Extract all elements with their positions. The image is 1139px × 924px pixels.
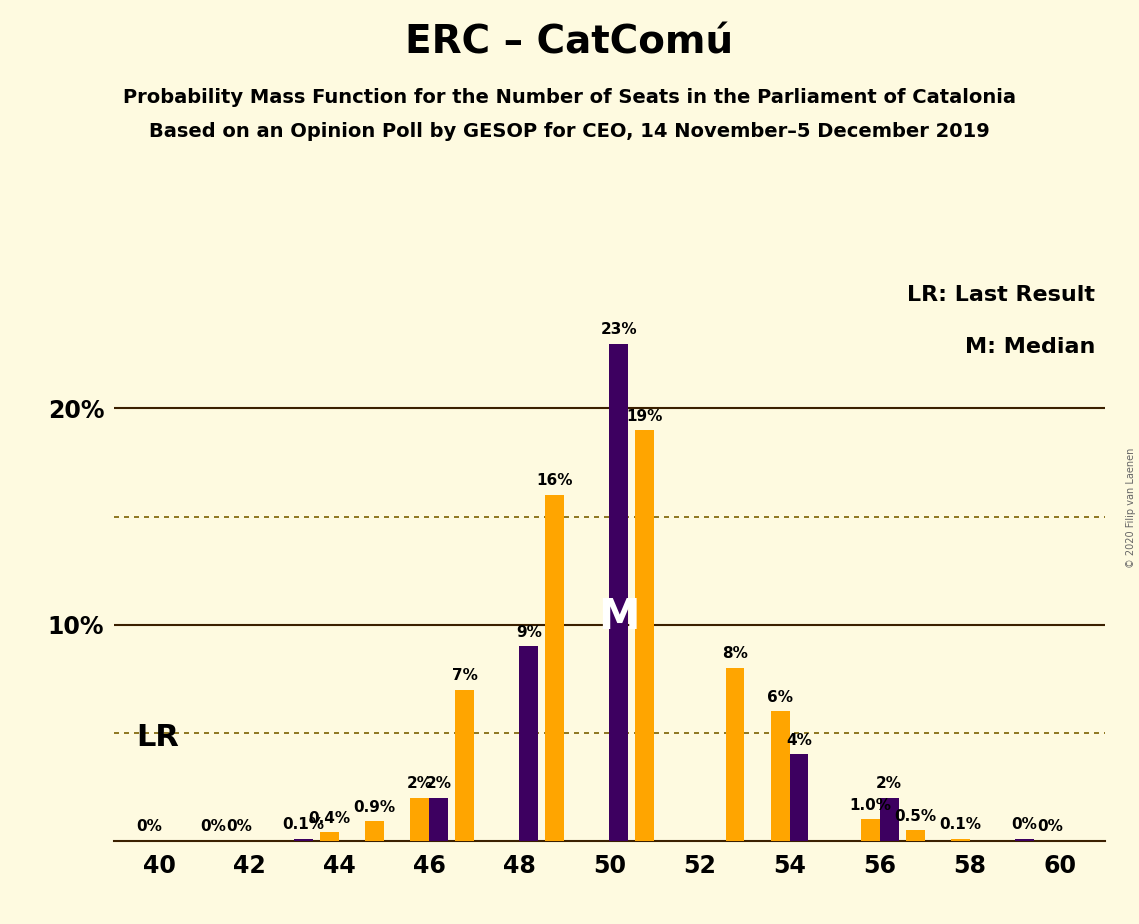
Text: 0%: 0%	[1011, 817, 1038, 833]
Text: 0.9%: 0.9%	[353, 800, 395, 815]
Text: Probability Mass Function for the Number of Seats in the Parliament of Catalonia: Probability Mass Function for the Number…	[123, 88, 1016, 107]
Text: 0%: 0%	[1038, 820, 1064, 834]
Text: 16%: 16%	[536, 473, 573, 489]
Bar	[429, 797, 448, 841]
Text: 8%: 8%	[722, 647, 748, 662]
Text: 0.4%: 0.4%	[309, 810, 351, 826]
Bar	[879, 797, 899, 841]
Text: 19%: 19%	[626, 408, 663, 423]
Text: 7%: 7%	[452, 668, 477, 683]
Bar	[726, 668, 745, 841]
Bar	[410, 797, 429, 841]
Text: 0.1%: 0.1%	[282, 817, 325, 833]
Bar	[906, 830, 925, 841]
Bar	[294, 839, 313, 841]
Text: 6%: 6%	[767, 689, 793, 705]
Text: 9%: 9%	[516, 625, 542, 639]
Text: M: Median: M: Median	[965, 336, 1095, 357]
Bar	[789, 754, 809, 841]
Text: 0%: 0%	[227, 820, 253, 834]
Text: M: M	[598, 596, 640, 638]
Bar	[320, 833, 339, 841]
Text: LR: Last Result: LR: Last Result	[907, 286, 1095, 305]
Bar	[456, 689, 474, 841]
Text: ERC – CatComú: ERC – CatComú	[405, 23, 734, 61]
Bar	[1015, 839, 1034, 841]
Text: 0.5%: 0.5%	[894, 808, 936, 823]
Bar	[546, 495, 564, 841]
Text: Based on an Opinion Poll by GESOP for CEO, 14 November–5 December 2019: Based on an Opinion Poll by GESOP for CE…	[149, 122, 990, 141]
Bar	[609, 344, 629, 841]
Text: 2%: 2%	[407, 776, 433, 791]
Text: LR: LR	[137, 723, 179, 751]
Text: 0.1%: 0.1%	[940, 817, 981, 833]
Bar	[636, 430, 655, 841]
Text: 23%: 23%	[600, 322, 637, 337]
Text: 2%: 2%	[876, 776, 902, 791]
Bar	[861, 820, 879, 841]
Text: 1.0%: 1.0%	[850, 797, 891, 813]
Text: 0%: 0%	[137, 820, 163, 834]
Bar	[771, 711, 789, 841]
Text: 4%: 4%	[786, 733, 812, 748]
Text: © 2020 Filip van Laenen: © 2020 Filip van Laenen	[1126, 448, 1136, 568]
Text: 2%: 2%	[426, 776, 452, 791]
Text: 0%: 0%	[200, 820, 227, 834]
Bar	[951, 839, 969, 841]
Bar	[366, 821, 384, 841]
Bar	[519, 646, 539, 841]
